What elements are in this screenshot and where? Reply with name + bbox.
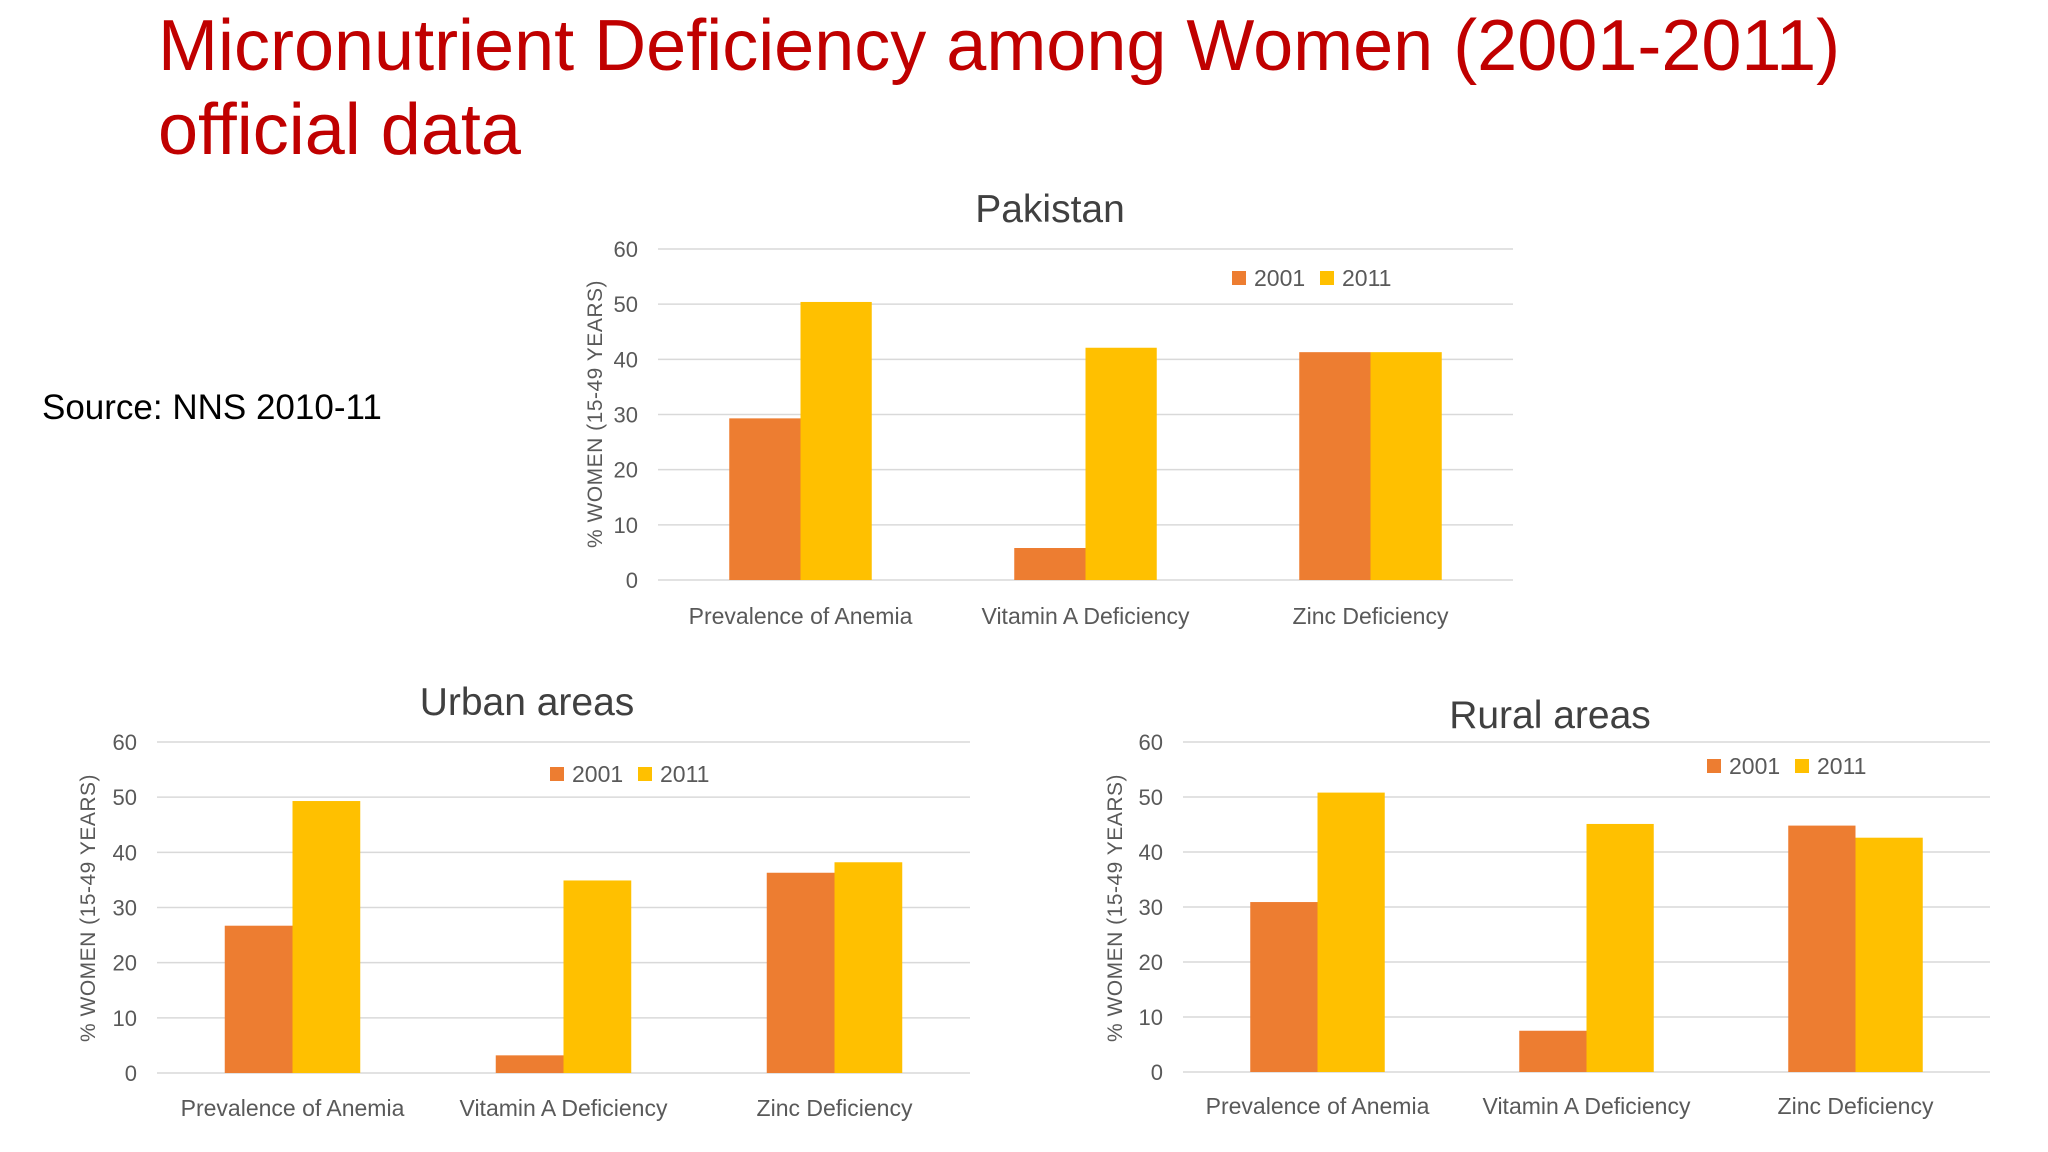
legend-label-2001: 2001 [572,761,623,787]
legend-label-2001: 2001 [1254,265,1305,291]
category-label: Prevalence of Anemia [1206,1093,1430,1119]
y-tick-label: 30 [113,896,137,921]
legend-label-2011: 2011 [660,761,709,787]
bar-2011-vitamin-a-deficiency [1085,347,1157,580]
category-label: Zinc Deficiency [1293,603,1449,629]
bar-2001-zinc-deficiency [1788,825,1856,1072]
y-tick-label: 40 [614,347,638,372]
y-tick-label: 20 [1139,950,1163,975]
y-tick-label: 10 [113,1006,137,1031]
chart-title: Pakistan [975,188,1125,231]
y-tick-label: 50 [1139,785,1163,810]
legend-label-2001: 2001 [1729,753,1780,779]
bar-2001-prevalence-of-anemia [1250,902,1318,1072]
legend-swatch-2011 [1320,271,1334,285]
y-tick-label: 0 [1151,1060,1163,1085]
y-tick-label: 50 [113,785,137,810]
category-label: Vitamin A Deficiency [982,603,1190,629]
source-note: Source: NNS 2010-11 [42,388,382,427]
chart-title: Rural areas [1449,694,1651,737]
y-tick-label: 20 [113,951,137,976]
bar-2011-vitamin-a-deficiency [563,880,632,1073]
y-tick-label: 40 [1139,840,1163,865]
bar-2011-prevalence-of-anemia [800,301,872,580]
y-tick-label: 60 [1139,730,1163,755]
category-label: Vitamin A Deficiency [460,1095,668,1121]
legend-swatch-2011 [638,767,652,781]
y-axis-label: % WOMEN (15-49 YEARS) [584,280,607,548]
y-tick-label: 40 [113,840,137,865]
slide-title: Micronutrient Deficiency among Women (20… [158,6,1841,170]
category-label: Zinc Deficiency [1778,1093,1934,1119]
category-label: Prevalence of Anemia [689,603,913,629]
y-axis-label: % WOMEN (15-49 YEARS) [1104,774,1127,1042]
legend-swatch-2001 [1232,271,1246,285]
y-tick-label: 10 [614,513,638,538]
bar-2001-vitamin-a-deficiency [1014,548,1086,580]
bar-2011-prevalence-of-anemia [292,801,361,1073]
y-axis-label: % WOMEN (15-49 YEARS) [77,774,100,1042]
bar-2011-zinc-deficiency [1370,352,1442,580]
bar-2011-prevalence-of-anemia [1317,792,1385,1072]
bar-2011-vitamin-a-deficiency [1586,823,1654,1072]
legend-swatch-2001 [1707,759,1721,773]
y-tick-label: 0 [125,1061,137,1086]
legend-label-2011: 2011 [1817,753,1866,779]
bar-2001-zinc-deficiency [766,872,835,1073]
bar-2001-zinc-deficiency [1299,352,1371,580]
legend-swatch-2001 [550,767,564,781]
y-tick-label: 50 [614,292,638,317]
bar-2001-prevalence-of-anemia [729,418,801,580]
bar-2001-prevalence-of-anemia [224,925,293,1073]
y-tick-label: 30 [614,403,638,428]
y-tick-label: 10 [1139,1005,1163,1030]
y-tick-label: 30 [1139,895,1163,920]
bar-2011-zinc-deficiency [834,862,903,1073]
bar-2001-vitamin-a-deficiency [495,1055,564,1073]
bar-2011-zinc-deficiency [1855,837,1923,1072]
y-tick-label: 60 [113,730,137,755]
y-tick-label: 0 [626,568,638,593]
category-label: Vitamin A Deficiency [1483,1093,1691,1119]
bar-2001-vitamin-a-deficiency [1519,1030,1587,1072]
category-label: Zinc Deficiency [757,1095,913,1121]
y-tick-label: 60 [614,237,638,262]
legend-swatch-2011 [1795,759,1809,773]
chart-title: Urban areas [420,681,635,724]
y-tick-label: 20 [614,458,638,483]
category-label: Prevalence of Anemia [181,1095,405,1121]
legend-label-2011: 2011 [1342,265,1391,291]
